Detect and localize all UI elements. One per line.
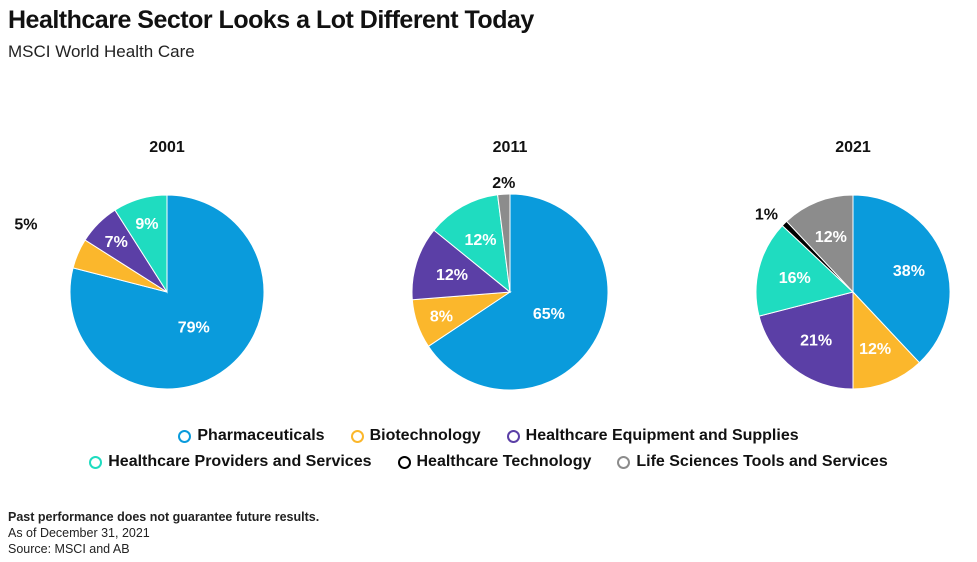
legend-item-technology: Healthcare Technology [397,453,592,471]
footer: Past performance does not guarantee futu… [8,509,319,557]
pie-label-2001-healthcare-providers-and-services: 9% [135,216,158,233]
pie-label-2001-healthcare-equipment-and-supplies: 7% [105,234,128,251]
chart-title: Healthcare Sector Looks a Lot Different … [8,6,534,34]
pie-label-2021-biotechnology: 12% [859,341,891,358]
pie-slice-2001-pharmaceuticals [69,194,265,390]
pie-title-2011: 2011 [493,139,528,156]
pie-label-2011-healthcare-providers-and-services: 12% [464,232,496,249]
pie-label-2001-biotechnology: 5% [14,216,37,233]
legend-item-biotechnology: Biotechnology [350,427,481,445]
pie-charts: 2001 79% 5% 7% 9% 2011 65% 8% 12% 12% 2% 2021 38% 12%… [14,139,951,391]
legend-item-pharmaceuticals: Pharmaceuticals [178,427,325,445]
pie-label-2021-healthcare-equipment-and-supplies: 21% [800,333,832,350]
pie-slice-2001-healthcare-providers-and-services [114,194,168,294]
chart-subtitle: MSCI World Health Care [8,42,195,61]
legend-label-pharmaceuticals: Pharmaceuticals [197,427,325,444]
legend-marker-technology [397,455,411,469]
legend-row-2: Healthcare Providers and Services Health… [0,453,977,471]
pie-label-2011-biotechnology: 8% [430,309,453,326]
as-of-date: As of December 31, 2021 [8,526,150,540]
pie-label-2011-pharmaceuticals: 65% [533,306,565,323]
legend-label-technology: Healthcare Technology [416,453,592,470]
pie-slice-2021-biotechnology [852,290,921,390]
pie-slice-2011-pharmaceuticals [427,193,609,391]
pie-title-2021: 2021 [835,139,871,156]
pie-label-2001-pharmaceuticals: 79% [178,319,210,336]
pie-slice-2011-life-sciences-tools-and-services [497,193,511,293]
legend-item-life-sciences: Life Sciences Tools and Services [617,453,888,471]
source-note: Source: MSCI and AB [8,542,130,556]
legend-item-providers: Healthcare Providers and Services [89,453,372,471]
pie-slice-2021-life-sciences-tools-and-services [785,194,854,294]
pie-label-2011-life-sciences-tools-and-services: 2% [492,175,515,192]
pie-slice-2021-healthcare-providers-and-services [755,224,855,317]
legend-label-providers: Healthcare Providers and Services [108,453,372,470]
legend-label-biotechnology: Biotechnology [369,427,481,444]
legend-marker-providers [89,455,103,469]
pie-label-2021-healthcare-providers-and-services: 16% [779,270,811,287]
pie-slice-2011-healthcare-equipment-and-supplies [411,229,512,301]
legend-label-equipment: Healthcare Equipment and Supplies [525,427,799,444]
pie-slice-2011-healthcare-providers-and-services [433,194,511,294]
disclaimer: Past performance does not guarantee futu… [8,510,320,524]
legend-marker-biotechnology [350,429,364,443]
legend-label-life-sciences: Life Sciences Tools and Services [636,453,888,470]
legend-item-equipment: Healthcare Equipment and Supplies [506,427,799,445]
pie-slice-2021-healthcare-equipment-and-supplies [758,291,854,390]
pie-label-2021-life-sciences-tools-and-services: 12% [815,229,847,246]
legend-marker-life-sciences [617,455,631,469]
pie-label-2021-healthcare-technology: 1% [755,206,778,223]
legend-marker-equipment [506,429,520,443]
pie-slice-2021-pharmaceuticals [852,194,951,364]
legend-marker-pharmaceuticals [178,429,192,443]
legend-row-1: Pharmaceuticals Biotechnology Healthcare… [0,427,977,445]
pie-title-2001: 2001 [149,139,185,156]
pie-label-2011-healthcare-equipment-and-supplies: 12% [436,267,468,284]
pie-label-2021-pharmaceuticals: 38% [893,263,925,280]
